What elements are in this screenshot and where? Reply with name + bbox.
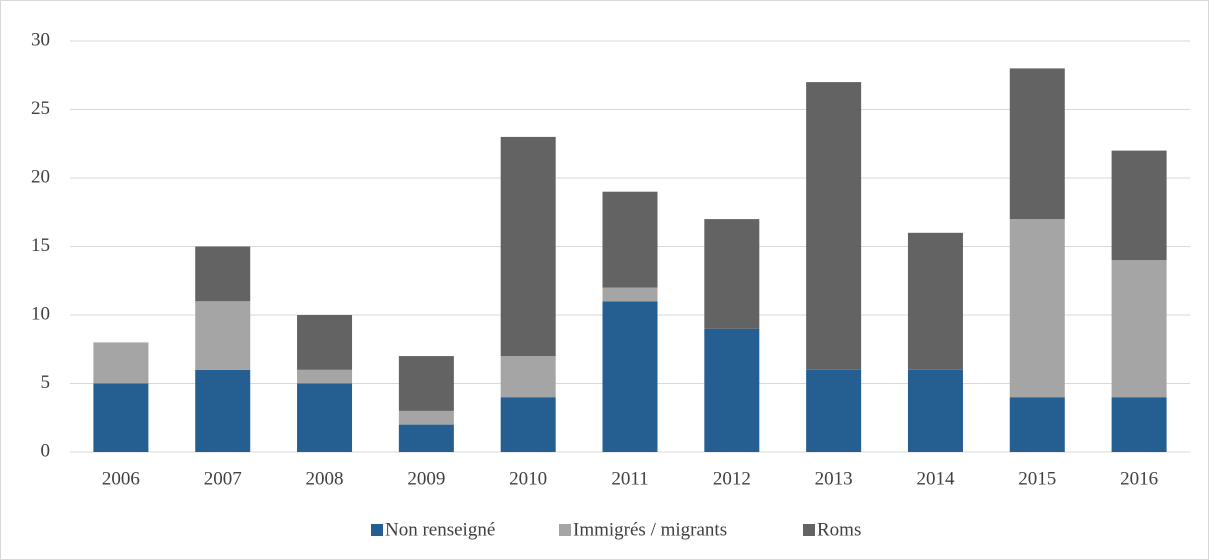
x-tick-label: 2016	[1120, 468, 1158, 489]
legend-label: Roms	[817, 519, 861, 540]
y-tick-label: 20	[31, 166, 50, 187]
bar-segment	[704, 219, 760, 329]
bar-segment	[602, 287, 658, 302]
bar-segment	[297, 369, 353, 384]
legend-swatch	[371, 524, 383, 536]
x-tick-label: 2011	[611, 468, 648, 489]
y-tick-label: 25	[31, 98, 50, 119]
x-tick-label: 2008	[306, 468, 344, 489]
bar-segment	[1111, 150, 1167, 261]
bar-segment	[602, 191, 658, 288]
bar-segment	[195, 301, 251, 370]
y-tick-label: 10	[31, 303, 50, 324]
bar-segment	[398, 424, 454, 452]
x-tick-label: 2006	[102, 468, 140, 489]
bar-segment	[500, 136, 556, 357]
bar-segment	[195, 369, 251, 452]
legend-label: Non renseigné	[385, 519, 495, 540]
bar-segment	[398, 410, 454, 425]
bar-segment	[602, 301, 658, 452]
x-tick-label: 2009	[407, 468, 445, 489]
legend-swatch	[559, 524, 571, 536]
bar-segment	[1111, 260, 1167, 398]
bar-segment	[907, 232, 963, 370]
bar-segment	[195, 246, 251, 302]
bar-segment	[297, 315, 353, 370]
bar-segment	[93, 383, 149, 452]
bar-segment	[806, 82, 862, 370]
bar-segment	[297, 383, 353, 452]
bar-segment	[704, 328, 760, 452]
bar-segment	[500, 397, 556, 452]
bar-segment	[1009, 219, 1065, 398]
x-tick-label: 2007	[204, 468, 242, 489]
y-tick-label: 15	[31, 235, 50, 256]
bar-segment	[1111, 397, 1167, 452]
bar-segment	[1009, 68, 1065, 220]
bar-segment	[907, 369, 963, 452]
legend-label: Immigrés / migrants	[573, 519, 727, 540]
bar-segment	[93, 342, 149, 384]
x-tick-label: 2014	[916, 468, 955, 489]
bar-segment	[806, 369, 862, 452]
y-tick-label: 30	[31, 29, 50, 50]
legend-swatch	[803, 524, 815, 536]
x-tick-label: 2012	[713, 468, 751, 489]
bar-segment	[500, 356, 556, 398]
bar-segment	[398, 356, 454, 411]
bar-segment	[1009, 397, 1065, 452]
y-tick-label: 0	[41, 440, 51, 461]
x-tick-label: 2013	[815, 468, 853, 489]
x-tick-label: 2015	[1018, 468, 1056, 489]
x-tick-label: 2010	[509, 468, 547, 489]
y-tick-label: 5	[41, 372, 51, 393]
